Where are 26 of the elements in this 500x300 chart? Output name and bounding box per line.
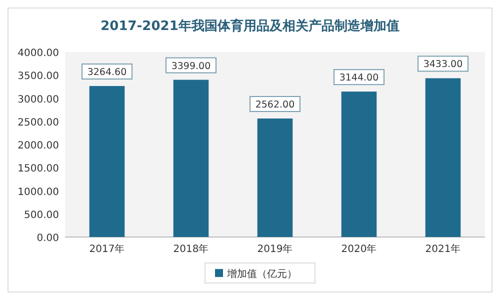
bar — [173, 80, 209, 237]
y-tick-label: 4000.00 — [18, 48, 59, 59]
bar — [89, 86, 125, 237]
text: 2562.00 — [255, 100, 295, 111]
y-tick-label: 3500.00 — [18, 71, 59, 82]
x-tick-label: 2018年 — [173, 243, 209, 255]
x-tick-label: 2020年 — [341, 243, 377, 255]
bar — [425, 78, 461, 237]
y-tick-label: 2000.00 — [18, 140, 59, 152]
text: 3144.00 — [339, 72, 379, 84]
text: 3433.00 — [423, 59, 463, 70]
y-tick-label: 3000.00 — [18, 94, 59, 106]
x-tick-label: 2017年 — [89, 243, 125, 255]
legend-label: 增加值（亿元） — [226, 268, 297, 280]
y-tick-label: 2500.00 — [18, 117, 59, 128]
y-tick-label: 1500.00 — [18, 164, 59, 175]
bar — [257, 118, 293, 237]
chart-title: 2017-2021年我国体育用品及相关产品制造增加值 — [100, 18, 400, 34]
y-tick-label: 0.00 — [36, 233, 59, 244]
x-tick-label: 2021年 — [425, 243, 461, 255]
bar — [341, 92, 377, 237]
y-tick-label: 500.00 — [24, 210, 59, 221]
text: 3399.00 — [171, 60, 211, 72]
text: 3264.60 — [87, 67, 127, 78]
x-tick-label: 2019年 — [257, 243, 293, 255]
y-tick-label: 1000.00 — [18, 186, 59, 198]
